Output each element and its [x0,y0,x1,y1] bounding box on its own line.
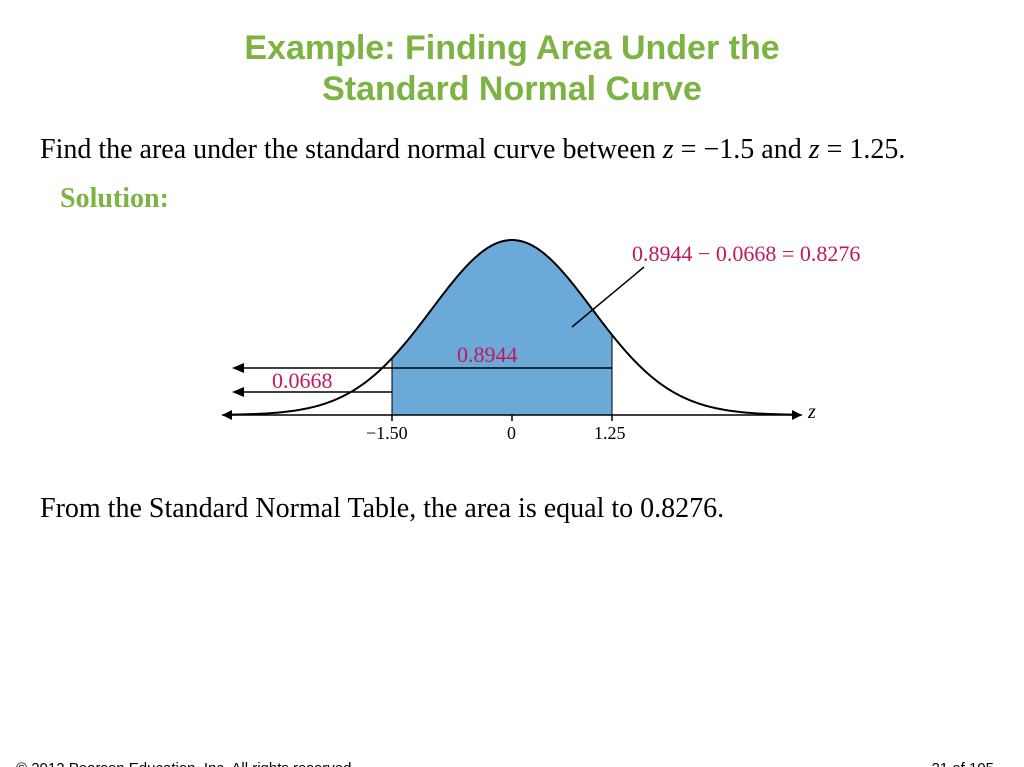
copyright-footer: © 2012 Pearson Education, Inc. All right… [16,760,356,767]
value-upper: 0.8944 [457,342,518,368]
conclusion-val: 0.8276 [640,493,717,524]
z1-var: z [663,134,674,165]
problem-text: Find the area under the standard normal … [40,132,984,167]
eq1: = [674,134,704,165]
slide-title: Example: Finding Area Under the Standard… [0,28,1024,110]
tick-label-left: −1.50 [366,423,408,444]
z2-var: z [809,134,820,165]
problem-post: . [898,134,905,165]
problem-pre: Find the area under the standard normal … [40,134,663,165]
value-lower: 0.0668 [272,368,333,394]
title-line2: Standard Normal Curve [322,70,702,108]
conclusion-text: From the Standard Normal Table, the area… [40,491,984,526]
page-counter: 21 of 105 [931,760,994,767]
conclusion-pre: From the Standard Normal Table, the area… [40,493,640,524]
area-equation: 0.8944 − 0.0668 = 0.8276 [632,241,860,267]
z-axis-label: z [808,401,816,424]
problem-mid: and [754,134,808,165]
eq-b: 0.0668 [716,241,777,266]
title-line1: Example: Finding Area Under the [244,29,779,67]
eq2: = [820,134,850,165]
conclusion-post: . [717,493,724,524]
eq-minus: − [693,241,716,266]
eq-a: 0.8944 [632,241,693,266]
eq-eq: = [776,241,799,266]
eq-r: 0.8276 [800,241,861,266]
normal-curve-chart: 0.8944 − 0.0668 = 0.8276 0.8944 0.0668 −… [162,205,862,465]
tick-label-right: 1.25 [594,423,626,444]
z2-val: 1.25 [849,134,898,165]
tick-label-mid: 0 [507,423,516,444]
z1-val: −1.5 [703,134,754,165]
